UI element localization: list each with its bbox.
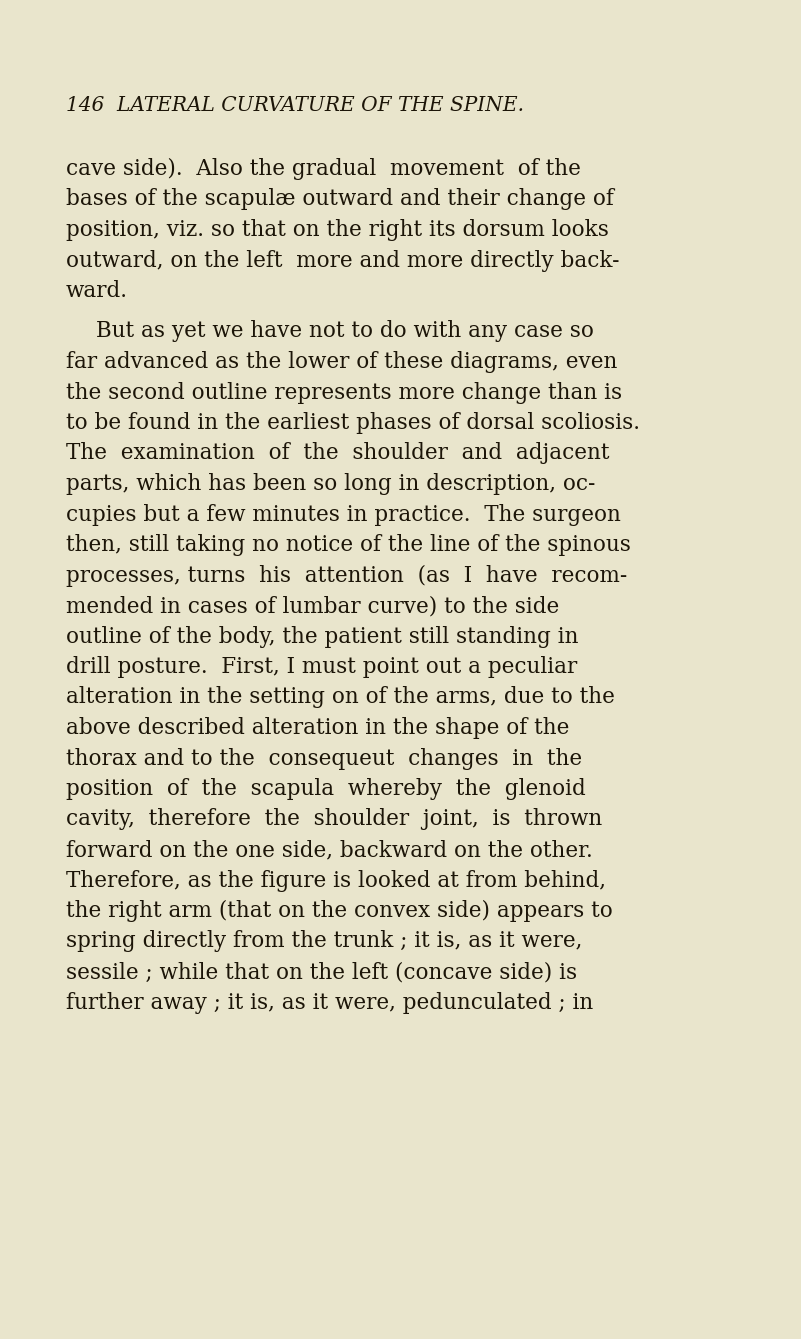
Text: parts, which has been so long in description, oc-: parts, which has been so long in descrip…	[66, 473, 595, 495]
Text: the right arm (that on the convex side) appears to: the right arm (that on the convex side) …	[66, 900, 613, 923]
Text: cavity,  therefore  the  shoulder  joint,  is  thrown: cavity, therefore the shoulder joint, is…	[66, 809, 602, 830]
Text: position, viz. so that on the right its dorsum looks: position, viz. so that on the right its …	[66, 220, 609, 241]
Text: processes, turns  his  attention  (as  I  have  recom-: processes, turns his attention (as I hav…	[66, 565, 627, 586]
Text: alteration in the setting on of the arms, due to the: alteration in the setting on of the arms…	[66, 687, 615, 708]
Text: position  of  the  scapula  whereby  the  glenoid: position of the scapula whereby the glen…	[66, 778, 586, 799]
Text: cupies but a few minutes in practice.  The surgeon: cupies but a few minutes in practice. Th…	[66, 503, 621, 525]
Text: outward, on the left  more and more directly back-: outward, on the left more and more direc…	[66, 249, 619, 272]
Text: mended in cases of lumbar curve) to the side: mended in cases of lumbar curve) to the …	[66, 595, 559, 617]
Text: forward on the one side, backward on the other.: forward on the one side, backward on the…	[66, 840, 593, 861]
Text: then, still taking no notice of the line of the spinous: then, still taking no notice of the line…	[66, 534, 631, 556]
Text: above described alteration in the shape of the: above described alteration in the shape …	[66, 716, 570, 739]
Text: to be found in the earliest phases of dorsal scoliosis.: to be found in the earliest phases of do…	[66, 412, 640, 434]
Text: further away ; it is, as it were, pedunculated ; in: further away ; it is, as it were, pedunc…	[66, 991, 594, 1014]
Text: thorax and to the  consequeut  changes  in  the: thorax and to the consequeut changes in …	[66, 747, 582, 770]
Text: far advanced as the lower of these diagrams, even: far advanced as the lower of these diagr…	[66, 351, 618, 374]
Text: sessile ; while that on the left (concave side) is: sessile ; while that on the left (concav…	[66, 961, 578, 983]
Text: cave side).  Also the gradual  movement  of the: cave side). Also the gradual movement of…	[66, 158, 581, 179]
Text: 146  LATERAL CURVATURE OF THE SPINE.: 146 LATERAL CURVATURE OF THE SPINE.	[66, 96, 524, 115]
Text: ward.: ward.	[66, 280, 128, 303]
Text: Therefore, as the figure is looked at from behind,: Therefore, as the figure is looked at fr…	[66, 869, 606, 892]
Text: But as yet we have not to do with any case so: But as yet we have not to do with any ca…	[96, 320, 594, 343]
Text: bases of the scapulæ outward and their change of: bases of the scapulæ outward and their c…	[66, 189, 614, 210]
Text: outline of the body, the patient still standing in: outline of the body, the patient still s…	[66, 625, 578, 648]
Text: The  examination  of  the  shoulder  and  adjacent: The examination of the shoulder and adja…	[66, 442, 610, 465]
Text: the second outline represents more change than is: the second outline represents more chang…	[66, 382, 622, 403]
Text: spring directly from the trunk ; it is, as it were,: spring directly from the trunk ; it is, …	[66, 931, 582, 952]
Text: drill posture.  First, I must point out a peculiar: drill posture. First, I must point out a…	[66, 656, 578, 678]
